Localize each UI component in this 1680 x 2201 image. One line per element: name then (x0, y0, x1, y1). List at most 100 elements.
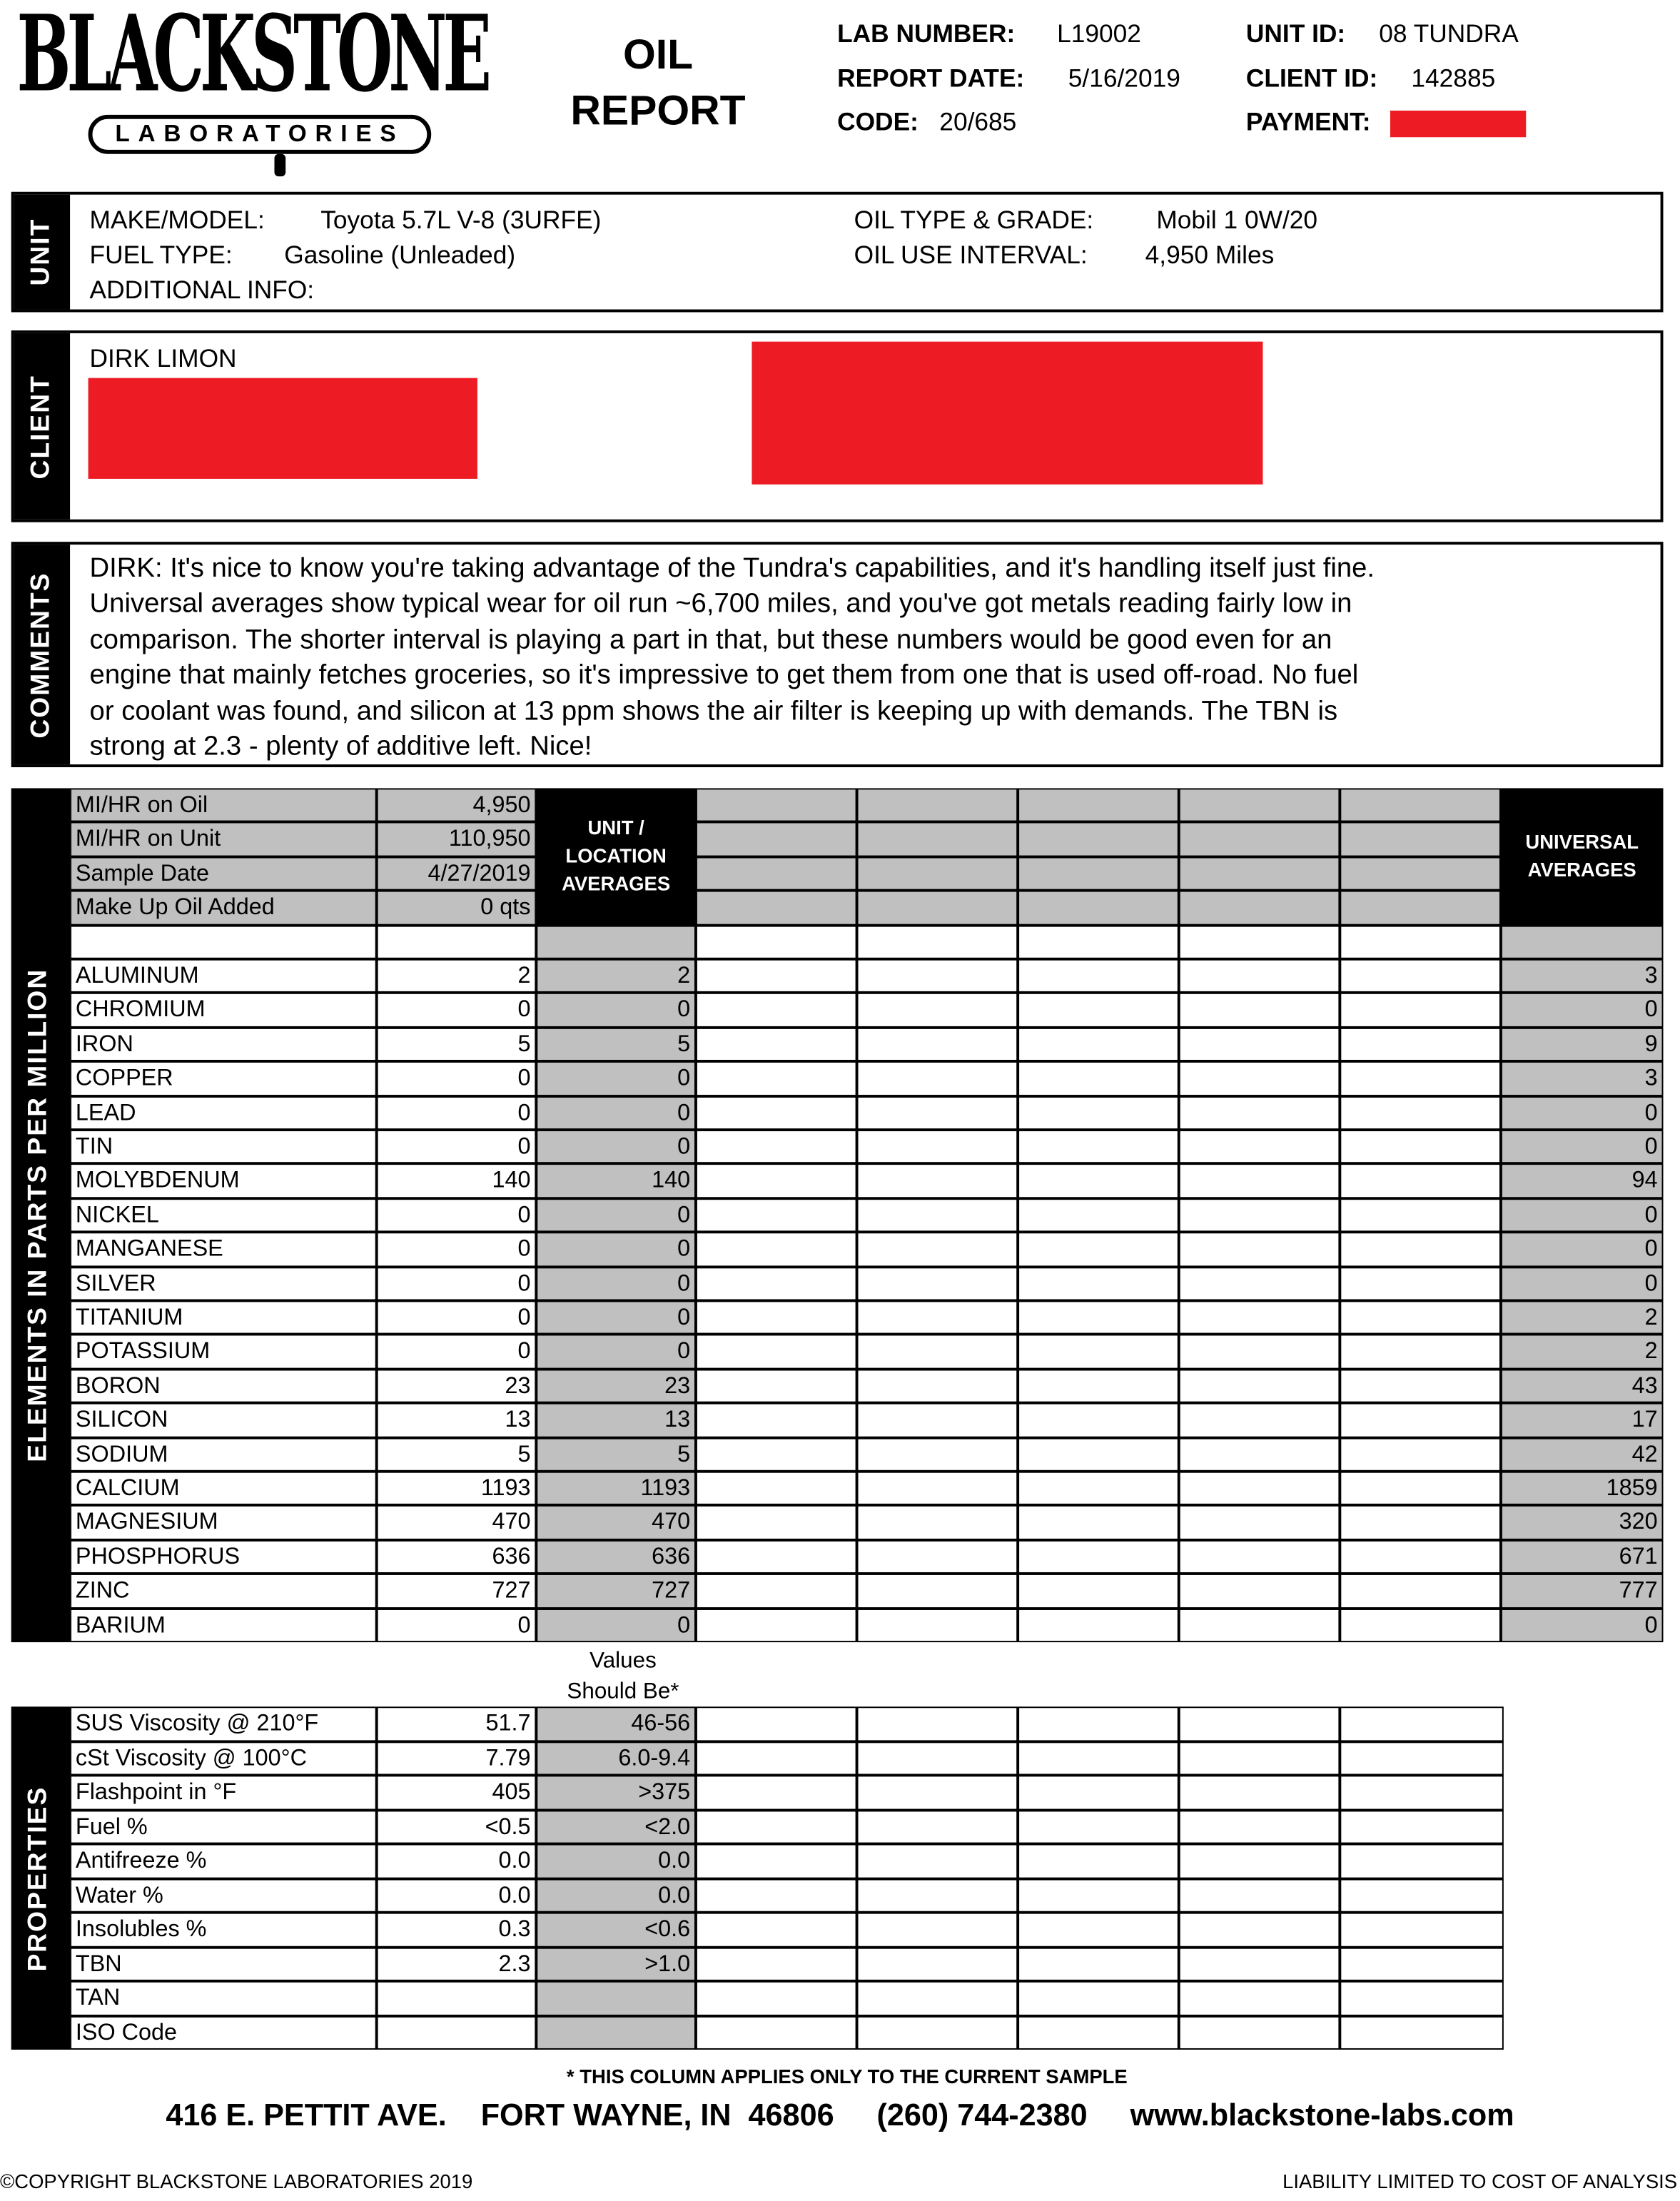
element-name: BARIUM (71, 1609, 375, 1641)
history-cell (1180, 1708, 1339, 1740)
property-should-be: 6.0-9.4 (537, 1742, 695, 1774)
property-should-be: 46-56 (537, 1708, 695, 1740)
history-cell (1019, 858, 1178, 890)
footer-address: 416 E. PETTIT AVE. (166, 2097, 447, 2132)
footnote: * THIS COLUMN APPLIES ONLY TO THE CURREN… (566, 2065, 1128, 2088)
client-name: DIRK LIMON (89, 344, 237, 373)
history-cell (858, 1199, 1017, 1231)
element-name: MOLYBDENUM (71, 1165, 375, 1197)
code-value: 20/685 (939, 108, 1017, 136)
property-should-be: 0.0 (537, 1879, 695, 1911)
properties-strip: PROPERTIES (11, 1706, 71, 2050)
unit-id-value: 08 TUNDRA (1379, 19, 1519, 48)
property-should-be: >375 (537, 1776, 695, 1808)
history-cell (858, 891, 1017, 924)
history-cell (858, 1438, 1017, 1470)
history-cell (1180, 1845, 1339, 1877)
elements-section-label: ELEMENTS IN PARTS PER MILLION (24, 968, 54, 1462)
property-name: ISO Code (71, 2016, 375, 2048)
element-name: CALCIUM (71, 1472, 375, 1504)
element-universal-average: 9 (1502, 1028, 1662, 1061)
history-cell (1341, 1948, 1502, 1980)
comments-section-label: COMMENTS (26, 571, 56, 738)
footer-website[interactable]: www.blackstone-labs.com (1130, 2097, 1514, 2132)
history-cell (858, 1575, 1017, 1607)
history-cell (1019, 1776, 1178, 1808)
history-cell (1180, 960, 1339, 992)
element-value: 0 (378, 1131, 535, 1163)
history-cell (697, 824, 856, 856)
comment-line: strong at 2.3 - plenty of additive left.… (89, 731, 592, 762)
property-name: TBN (71, 1948, 375, 1980)
comment-line: DIRK: It's nice to know you're taking ad… (89, 552, 1375, 585)
history-cell (858, 1336, 1017, 1368)
history-cell (1180, 891, 1339, 924)
history-cell (1341, 1776, 1502, 1808)
element-unit-average: 0 (537, 1302, 695, 1334)
history-cell (1341, 994, 1499, 1026)
history-cell (697, 1541, 856, 1573)
comments-section: COMMENTS DIRK: It's nice to know you're … (11, 542, 1664, 768)
report-date-value: 5/16/2019 (1068, 64, 1180, 93)
element-universal-average: 17 (1502, 1404, 1662, 1436)
history-cell (1019, 1336, 1178, 1368)
info-value: 4/27/2019 (378, 858, 535, 890)
history-cell (1180, 1541, 1339, 1573)
info-value: 4,950 (378, 789, 535, 821)
element-universal-average: 0 (1502, 1268, 1662, 1300)
element-universal-average: 671 (1502, 1541, 1662, 1573)
property-value (378, 2016, 535, 2048)
element-value: 140 (378, 1165, 535, 1197)
history-cell (1341, 1233, 1499, 1265)
property-value: 405 (378, 1776, 535, 1808)
fuel-type-label: FUEL TYPE: (89, 241, 233, 269)
history-cell (858, 1233, 1017, 1265)
history-cell (858, 858, 1017, 890)
history-cell (858, 1472, 1017, 1504)
history-cell (1341, 1165, 1499, 1197)
values-should-be-header: Values Should Be* (539, 1646, 707, 1708)
history-cell (697, 1879, 856, 1911)
element-name: SILICON (71, 1404, 375, 1436)
element-universal-average: 0 (1502, 1097, 1662, 1129)
history-cell (697, 1472, 856, 1504)
history-cell (1019, 1268, 1178, 1300)
history-cell (858, 1811, 1017, 1843)
element-universal-average: 94 (1502, 1165, 1662, 1197)
history-cell (1180, 1438, 1339, 1470)
liability-notice: LIABILITY LIMITED TO COST OF ANALYSIS (1282, 2170, 1678, 2193)
history-cell (1180, 1811, 1339, 1843)
history-cell (1180, 1268, 1339, 1300)
history-cell (1019, 1708, 1178, 1740)
history-cell (858, 1948, 1017, 1980)
history-cell (1180, 1609, 1339, 1641)
history-cell (858, 1404, 1017, 1436)
history-cell (1341, 1609, 1499, 1641)
element-unit-average: 0 (537, 994, 695, 1026)
property-should-be: >1.0 (537, 1948, 695, 1980)
history-cell (697, 1370, 856, 1402)
history-cell (858, 960, 1017, 992)
element-unit-average: 140 (537, 1165, 695, 1197)
element-unit-average: 0 (537, 1268, 695, 1300)
element-unit-average: 470 (537, 1507, 695, 1539)
fuel-type-value: Gasoline (Unleaded) (284, 241, 516, 269)
unit-strip: UNIT (14, 194, 71, 310)
comment-line: Universal averages show typical wear for… (89, 588, 1352, 619)
history-cell (1019, 1028, 1178, 1061)
property-name: TAN (71, 1982, 375, 2014)
property-should-be: <0.6 (537, 1913, 695, 1946)
blank-cell (1502, 926, 1662, 958)
history-cell (1180, 1404, 1339, 1436)
history-cell (697, 1776, 856, 1808)
history-cell (697, 1982, 856, 2014)
make-model-value: Toyota 5.7L V-8 (3URFE) (320, 206, 602, 234)
client-contact-redaction (752, 341, 1263, 485)
history-cell (697, 1913, 856, 1946)
history-cell (1180, 1913, 1339, 1946)
element-value: 0 (378, 1336, 535, 1368)
copyright: ©COPYRIGHT BLACKSTONE LABORATORIES 2019 (0, 2170, 473, 2193)
history-cell (1019, 1507, 1178, 1539)
history-cell (697, 1404, 856, 1436)
history-cell (697, 1199, 856, 1231)
